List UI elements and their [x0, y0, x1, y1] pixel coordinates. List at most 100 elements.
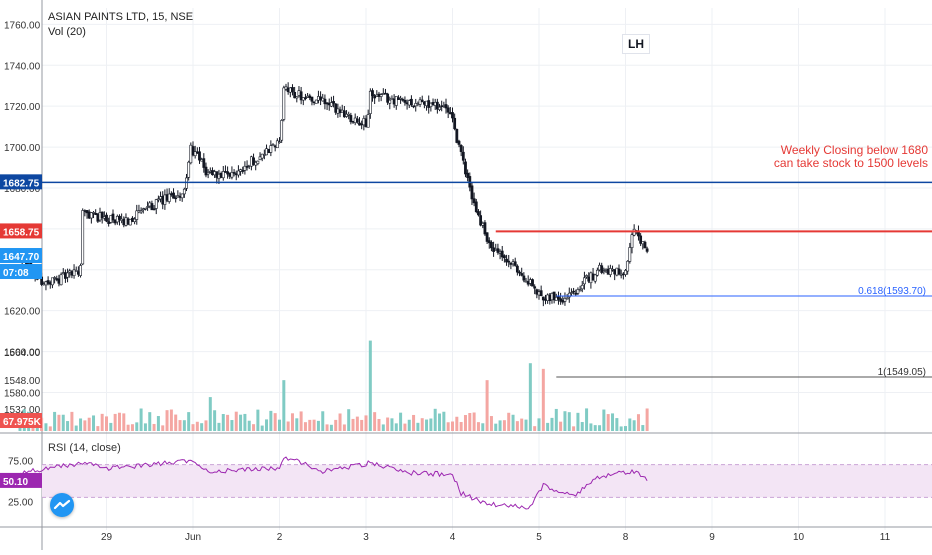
volume-bar — [122, 413, 126, 431]
resistance-badge-bg — [0, 223, 42, 239]
price-axis-label: 1620.00 — [4, 307, 41, 318]
candle — [295, 96, 299, 103]
candle-body — [444, 104, 448, 109]
volume-bar — [295, 418, 299, 431]
candle — [384, 88, 387, 95]
candle — [639, 233, 643, 247]
candle — [485, 232, 489, 245]
candle — [645, 246, 649, 254]
candle — [563, 292, 567, 306]
volume-indicator-label[interactable]: Vol (20) — [48, 26, 86, 38]
candle-body — [399, 97, 403, 100]
candle — [139, 207, 143, 214]
candle-body — [410, 98, 413, 106]
volume-bar — [459, 421, 463, 431]
volume-bar — [645, 408, 649, 431]
volume-bar — [234, 411, 238, 431]
volume-bar — [355, 416, 359, 431]
support-badge: 1682.75 — [0, 174, 42, 190]
candle-body — [455, 129, 459, 143]
candle — [379, 93, 383, 102]
volume-bar — [204, 420, 208, 431]
candle-body — [323, 98, 327, 105]
volume-bar — [541, 368, 545, 431]
candle — [291, 84, 294, 96]
candle — [74, 266, 78, 272]
volume-bar — [143, 423, 147, 431]
candle-body — [457, 140, 461, 145]
time-axis-label: 5 — [536, 532, 542, 543]
volume-bar — [455, 416, 459, 431]
candle — [477, 209, 480, 217]
volume-bar — [429, 418, 433, 431]
volume-bar — [221, 414, 225, 431]
candle — [502, 254, 506, 263]
candle — [444, 98, 448, 114]
rsi-indicator-label[interactable]: RSI (14, close) — [48, 442, 121, 454]
candle — [617, 264, 621, 276]
candle — [72, 264, 76, 279]
candle-body — [520, 273, 524, 276]
candle-body — [585, 275, 588, 278]
volume-bar — [360, 419, 364, 431]
volume-bar — [554, 408, 558, 431]
rsi-band — [42, 464, 932, 498]
candle-body — [291, 87, 294, 93]
candle-body — [304, 97, 307, 99]
volume-bar — [559, 421, 563, 431]
candle-body — [204, 166, 208, 176]
volume-bar — [139, 408, 143, 431]
candle-body — [53, 277, 57, 279]
candle — [455, 128, 459, 144]
candle-body — [105, 214, 108, 222]
volume-bar — [338, 413, 342, 431]
candle — [487, 237, 491, 249]
trade-note[interactable]: Weekly Closing below 1680 can take stock… — [668, 144, 928, 170]
candle-body — [379, 94, 383, 97]
volume-bar — [347, 409, 351, 431]
candle-body — [157, 198, 160, 201]
candle — [105, 212, 108, 223]
time-axis-label: 10 — [793, 532, 805, 543]
support-badge-text: 1682.75 — [3, 178, 40, 189]
volume-bar — [226, 414, 230, 431]
candle — [505, 254, 508, 266]
volume-bar — [442, 411, 446, 431]
volume-bar — [498, 420, 502, 431]
tradingview-logo-icon[interactable] — [50, 493, 74, 517]
time-axis-label: 29 — [101, 532, 113, 543]
candle-body — [483, 222, 487, 235]
candle-body — [59, 274, 63, 286]
lh-marker[interactable]: LH — [622, 34, 650, 54]
candle — [574, 289, 578, 297]
candle — [595, 267, 599, 277]
volume-bar — [325, 424, 329, 431]
candle-body — [418, 99, 422, 105]
candle — [500, 245, 504, 261]
volume-bar — [420, 418, 424, 431]
candle-body — [485, 232, 489, 242]
volume-bar — [96, 426, 100, 431]
candle — [349, 112, 353, 125]
candle-body — [278, 141, 281, 144]
candle-body — [334, 103, 338, 113]
candle — [133, 217, 137, 225]
candle — [438, 103, 441, 112]
volume-bar — [611, 413, 615, 431]
candle — [580, 280, 584, 293]
candle-body — [630, 234, 634, 248]
candle — [278, 137, 281, 144]
candle — [128, 218, 132, 226]
volume-bar — [351, 418, 355, 431]
volume-bar — [243, 413, 247, 431]
candle — [593, 273, 597, 284]
volume-series — [18, 340, 649, 431]
volume-bar — [585, 408, 589, 431]
candle-body — [384, 92, 387, 95]
candle-body — [314, 99, 318, 104]
candle — [146, 201, 149, 211]
volume-bar — [282, 380, 286, 431]
candle-body — [628, 247, 632, 262]
